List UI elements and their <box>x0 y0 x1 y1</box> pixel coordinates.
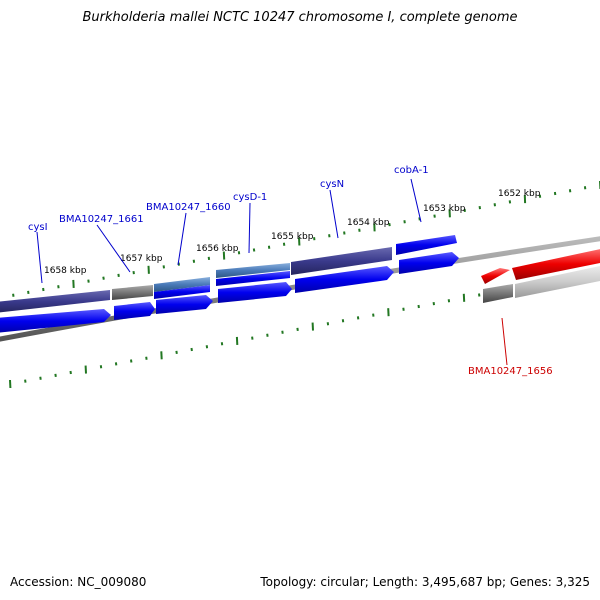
leader-bma1661 <box>96 224 131 273</box>
leader-cysD <box>248 202 251 254</box>
cds-cysI-outer[interactable] <box>0 290 110 313</box>
cds-cysD-outer-lower[interactable] <box>216 271 290 286</box>
tick-label-1652: 1652 kbp <box>498 189 541 199</box>
cds-silver-inner[interactable] <box>515 265 600 298</box>
leader-bma1660 <box>177 212 187 266</box>
accession-text: Accession: NC_009080 <box>10 575 147 589</box>
outer-row-minor-tick <box>252 248 256 252</box>
gene-label-cysN[interactable]: cysN <box>320 179 344 190</box>
leader-lines <box>36 178 508 366</box>
cds-cysI-inner[interactable] <box>0 309 111 333</box>
cds-bma1660-inner[interactable] <box>156 295 213 314</box>
cds-bma1661-outer[interactable] <box>112 285 153 300</box>
leader-cobA <box>410 178 422 223</box>
leader-bma1656 <box>501 317 508 366</box>
outer-row-minor-tick <box>102 276 105 280</box>
cds-cysD-outer[interactable] <box>216 263 290 278</box>
gene-labels: cobA-1 cysN cysD-1 BMA10247_1660 BMA1024… <box>28 165 553 377</box>
tick-labels: 1652 kbp 1653 kbp 1654 kbp 1655 kbp 1656… <box>44 189 541 276</box>
gene-label-bma1660[interactable]: BMA10247_1660 <box>146 202 231 213</box>
cds-bma1660-outer-lower[interactable] <box>154 285 210 299</box>
tick-label-1653: 1653 kbp <box>423 204 466 214</box>
cds-cysN-inner[interactable] <box>295 266 394 293</box>
cds-cysN-outer[interactable] <box>291 247 392 275</box>
leader-cysN <box>329 189 339 239</box>
tick-label-1656: 1656 kbp <box>196 244 239 254</box>
forward-inner-track <box>0 252 600 333</box>
cds-red-outer-long[interactable] <box>512 248 600 280</box>
gene-label-bma1661[interactable]: BMA10247_1661 <box>59 214 144 225</box>
gene-label-cysI[interactable]: cysI <box>28 222 48 233</box>
gene-label-bma1656[interactable]: BMA10247_1656 <box>468 366 553 377</box>
tick-label-1657: 1657 kbp <box>120 254 163 264</box>
tick-label-1654: 1654 kbp <box>347 218 390 228</box>
leader-cysI <box>36 231 43 284</box>
cds-bma1656-inner[interactable] <box>483 284 513 303</box>
cds-cobA-outer[interactable] <box>396 235 457 255</box>
tick-label-1655: 1655 kbp <box>271 232 314 242</box>
cds-bma1661-inner[interactable] <box>114 302 155 320</box>
cds-bma1660-outer[interactable] <box>154 277 210 292</box>
tick-label-1658: 1658 kbp <box>44 266 87 276</box>
genome-summary: Topology: circular; Length: 3,495,687 bp… <box>260 575 590 589</box>
gene-label-cysD-1[interactable]: cysD-1 <box>233 192 267 203</box>
forward-outer-track <box>0 235 600 313</box>
cds-cysD-inner[interactable] <box>218 282 292 303</box>
map-title: Burkholderia mallei NCTC 10247 chromosom… <box>82 10 518 25</box>
gene-label-cobA-1[interactable]: cobA-1 <box>394 165 429 176</box>
cds-bma1656-outer[interactable] <box>481 268 510 284</box>
cds-cobA-inner[interactable] <box>399 252 459 274</box>
